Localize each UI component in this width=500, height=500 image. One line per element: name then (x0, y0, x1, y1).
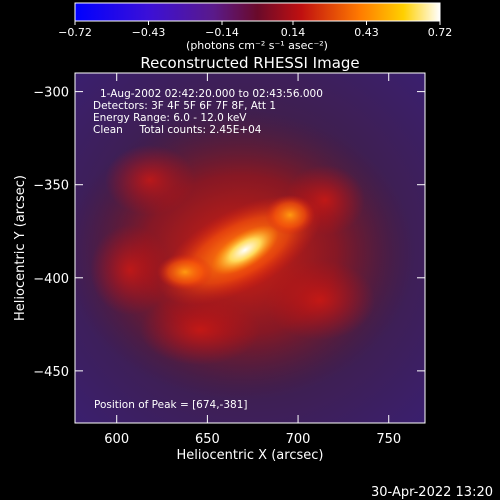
colorbar-unit-label: (photons cm⁻² s⁻¹ asec⁻²) (186, 39, 328, 52)
colorbar-tick-label: 0.43 (354, 26, 379, 39)
colorbar-tick-label: 0.72 (428, 26, 453, 39)
plot-frame (74, 72, 426, 424)
y-tick-label: −450 (33, 365, 69, 380)
y-axis-label: Heliocentric Y (arcsec) (13, 175, 28, 321)
colorbar (74, 2, 441, 22)
annotation-time-range: 1-Aug-2002 02:42:20.000 to 02:43:56.000 (100, 88, 323, 100)
x-tick-label: 750 (376, 432, 401, 447)
annotation-clean-counts: Clean Total counts: 2.45E+04 (93, 124, 262, 136)
colorbar-tick-label: −0.14 (205, 26, 239, 39)
peak-position-label: Position of Peak = [674,-381] (94, 399, 248, 411)
y-tick-label: −400 (33, 272, 69, 287)
annotation-detectors: Detectors: 3F 4F 5F 6F 7F 8F, Att 1 (93, 100, 276, 112)
x-tick-label: 650 (195, 432, 220, 447)
colorbar-ticks: −0.72 −0.43 −0.14 0.14 0.43 0.72 (58, 21, 452, 39)
annotation-block: 1-Aug-2002 02:42:20.000 to 02:43:56.000 … (93, 88, 323, 136)
y-tick-label: −350 (33, 179, 69, 194)
x-tick-label: 600 (104, 432, 129, 447)
x-axis-label: Heliocentric X (arcsec) (177, 448, 324, 463)
y-axis-ticks: −300 −350 −400 −450 (33, 86, 425, 380)
heatmap-image (75, 73, 425, 423)
annotation-energy-range: Energy Range: 6.0 - 12.0 keV (93, 112, 247, 124)
timestamp: 30-Apr-2022 13:20 (371, 485, 493, 500)
x-tick-label: 700 (286, 432, 311, 447)
colorbar-tick-label: −0.43 (132, 26, 166, 39)
x-axis-ticks: 600 650 700 750 (104, 73, 401, 447)
y-tick-label: −300 (33, 86, 69, 101)
colorbar-tick-label: 0.14 (281, 26, 306, 39)
colorbar-tick-label: −0.72 (58, 26, 92, 39)
chart-title: Reconstructed RHESSI Image (140, 54, 359, 72)
